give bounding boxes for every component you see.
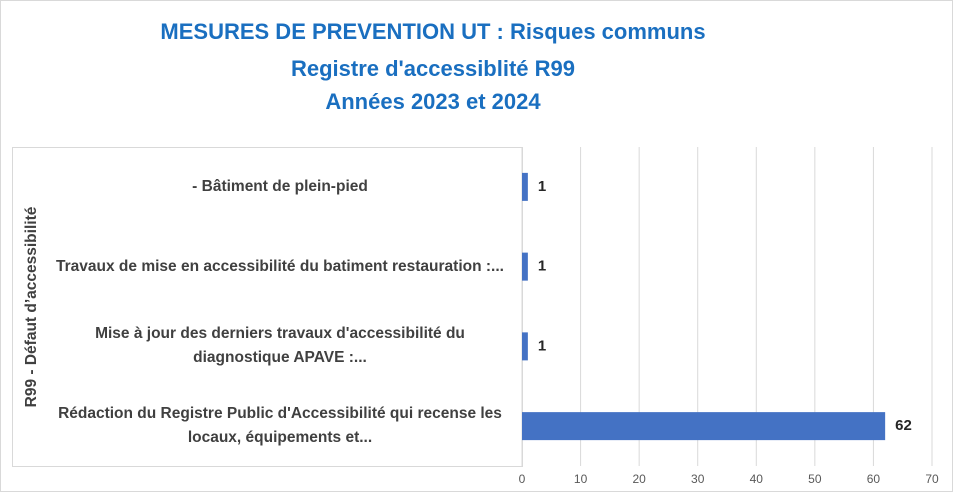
x-tick-label: 20 [632,472,646,486]
x-tick-label: 40 [750,472,764,486]
bar [522,332,528,361]
y-tick-label: - Bâtiment de plein-pied [192,177,368,195]
data-label: 62 [895,417,912,434]
chart-title: Années 2023 et 2024 [325,89,541,114]
bar [522,252,528,281]
y-tick-label: Rédaction du Registre Public d'Accessibi… [58,405,502,447]
data-label: 1 [538,178,546,195]
chart-title: MESURES DE PREVENTION UT : Risques commu… [160,19,705,44]
y-axis-label: R99 - Défaut d’accessibilité [23,206,40,407]
x-tick-label: 50 [808,472,822,486]
bar [522,412,886,441]
x-tick-label: 10 [574,472,588,486]
y-tick-label: Mise à jour des derniers travaux d'acces… [95,325,465,367]
bar [522,172,528,201]
x-tick-label: 60 [867,472,881,486]
data-label: 1 [538,337,546,354]
x-tick-label: 0 [519,472,526,486]
data-label: 1 [538,258,546,275]
x-tick-label: 30 [691,472,705,486]
x-tick-label: 70 [925,472,939,486]
y-tick-label: Travaux de mise en accessibilité du bati… [56,257,504,275]
chart-title: Registre d'accessiblité R99 [291,56,575,81]
